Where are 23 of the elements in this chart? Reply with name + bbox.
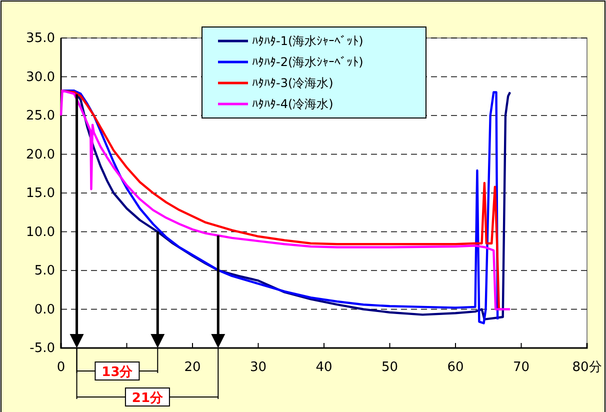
y-tick-label: 0.0 — [34, 302, 55, 318]
y-tick-label: 25.0 — [26, 108, 55, 124]
x-tick-label: 60 — [447, 360, 464, 376]
x-tick-label: 40 — [316, 360, 332, 376]
x-tick-label: 30 — [250, 360, 267, 376]
x-tick-label: 80分 — [572, 360, 602, 376]
legend-label: ﾊﾀﾊﾀ-4(冷海水) — [252, 97, 334, 111]
y-tick-label: 5.0 — [34, 264, 55, 279]
y-tick-label: 20.0 — [26, 147, 55, 162]
legend-label: ﾊﾀﾊﾀ-3(冷海水) — [252, 76, 334, 90]
legend-label: ﾊﾀﾊﾀ-1(海水ｼｬｰﾍﾞｯﾄ) — [252, 34, 364, 48]
legend-label: ﾊﾀﾊﾀ-2(海水ｼｬｰﾍﾞｯﾄ) — [252, 55, 364, 69]
x-tick-label: 0 — [56, 360, 66, 376]
x-tick-label: 20 — [184, 360, 201, 376]
y-tick-label: 30.0 — [26, 70, 55, 85]
y-tick-label: -5.0 — [30, 341, 55, 356]
x-tick-label: 70 — [512, 360, 530, 376]
y-tick-label: 15.0 — [26, 186, 55, 202]
y-tick-label: 35.0 — [26, 31, 55, 46]
x-tick-label: 50 — [381, 360, 398, 376]
y-tick-label: 10.0 — [26, 224, 55, 240]
text: 13分 — [102, 365, 134, 380]
text: 21分 — [132, 391, 164, 406]
